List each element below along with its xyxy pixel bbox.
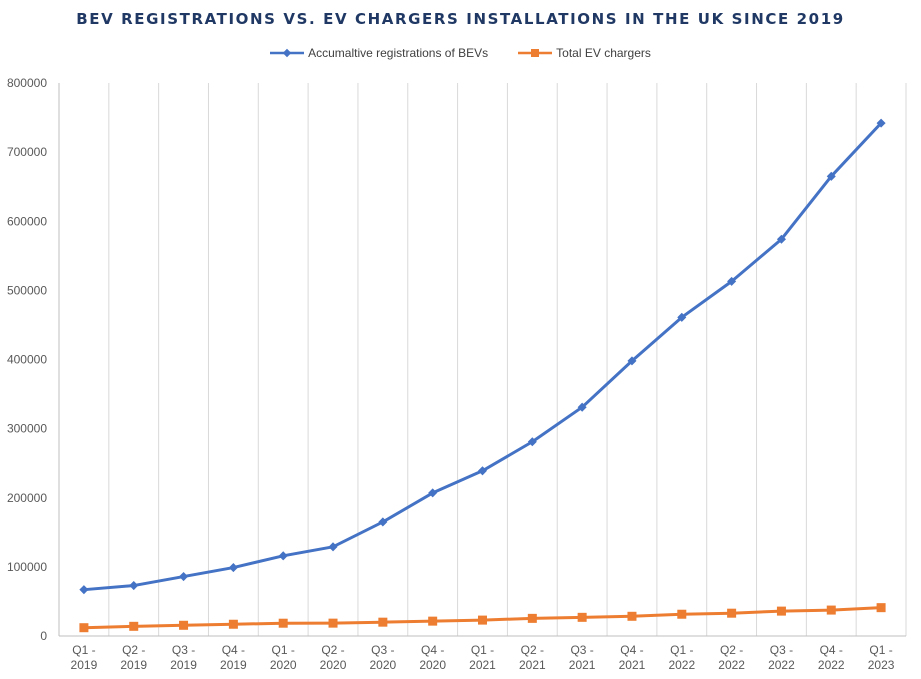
legend-swatch-chargers — [518, 49, 553, 57]
data-point-bev — [129, 581, 139, 591]
data-point-chargers — [776, 606, 786, 616]
x-tick-label: Q1 -2021 — [469, 643, 496, 672]
x-tick-label: Q1 -2020 — [270, 643, 297, 672]
x-tick-label: Q3 -2022 — [768, 643, 795, 672]
legend-label-chargers: Total EV chargers — [556, 46, 651, 60]
data-point-chargers — [527, 613, 537, 623]
data-point-chargers — [627, 611, 637, 621]
x-tick-label: Q2 -2019 — [120, 643, 147, 672]
data-point-chargers — [129, 621, 139, 631]
data-point-chargers — [478, 615, 487, 625]
data-point-chargers — [79, 623, 89, 633]
y-tick-label: 800000 — [7, 76, 47, 90]
y-tick-label: 300000 — [7, 422, 47, 436]
data-point-bev — [179, 572, 189, 582]
chart-title: BEV REGISTRATIONS VS. EV CHARGERS INSTAL… — [76, 10, 845, 28]
x-tick-label: Q2 -2020 — [320, 643, 347, 672]
x-tick-label: Q1 -2023 — [868, 643, 895, 672]
legend-swatch-bev — [270, 48, 305, 58]
data-point-chargers — [727, 608, 737, 618]
y-tick-label: 200000 — [7, 491, 47, 505]
data-point-chargers — [228, 619, 238, 629]
data-point-bev — [278, 551, 288, 561]
y-tick-label: 0 — [40, 629, 47, 643]
x-tick-label: Q4 -2020 — [419, 643, 446, 672]
x-tick-label: Q2 -2022 — [718, 643, 745, 672]
x-tick-label: Q1 -2022 — [668, 643, 695, 672]
legend-item-bev: Accumaltive registrations of BEVs — [270, 46, 488, 60]
data-point-bev — [79, 585, 89, 595]
legend-label-bev: Accumaltive registrations of BEVs — [308, 46, 489, 60]
y-tick-label: 400000 — [7, 353, 47, 367]
data-point-bev — [677, 312, 687, 322]
data-point-chargers — [677, 609, 687, 619]
legend-item-chargers: Total EV chargers — [518, 46, 651, 60]
data-point-chargers — [876, 603, 886, 613]
data-point-bev — [228, 563, 238, 573]
data-point-chargers — [826, 605, 836, 615]
x-tick-label: Q4 -2019 — [220, 643, 247, 672]
x-tick-label: Q4 -2021 — [619, 643, 646, 672]
x-tick-label: Q3 -2021 — [569, 643, 596, 672]
series-line-0 — [83, 122, 883, 592]
y-tick-label: 100000 — [7, 560, 47, 574]
data-point-chargers — [378, 617, 388, 627]
y-tick-label: 500000 — [7, 283, 47, 297]
x-tick-label: Q1 -2019 — [71, 643, 98, 672]
data-point-chargers — [278, 618, 288, 628]
y-tick-label: 700000 — [7, 145, 47, 159]
data-point-chargers — [179, 620, 189, 630]
data-point-chargers — [428, 616, 438, 626]
data-point-chargers — [328, 618, 338, 628]
data-point-bev — [328, 542, 338, 552]
y-tick-label: 600000 — [7, 214, 47, 228]
x-tick-label: Q3 -2020 — [370, 643, 397, 672]
x-tick-label: Q3 -2019 — [170, 643, 197, 672]
data-point-bev — [577, 402, 587, 412]
legend: Accumaltive registrations of BEVs Total … — [0, 46, 921, 60]
x-tick-label: Q2 -2021 — [519, 643, 546, 672]
x-tick-label: Q4 -2022 — [818, 643, 845, 672]
data-point-chargers — [577, 612, 587, 622]
